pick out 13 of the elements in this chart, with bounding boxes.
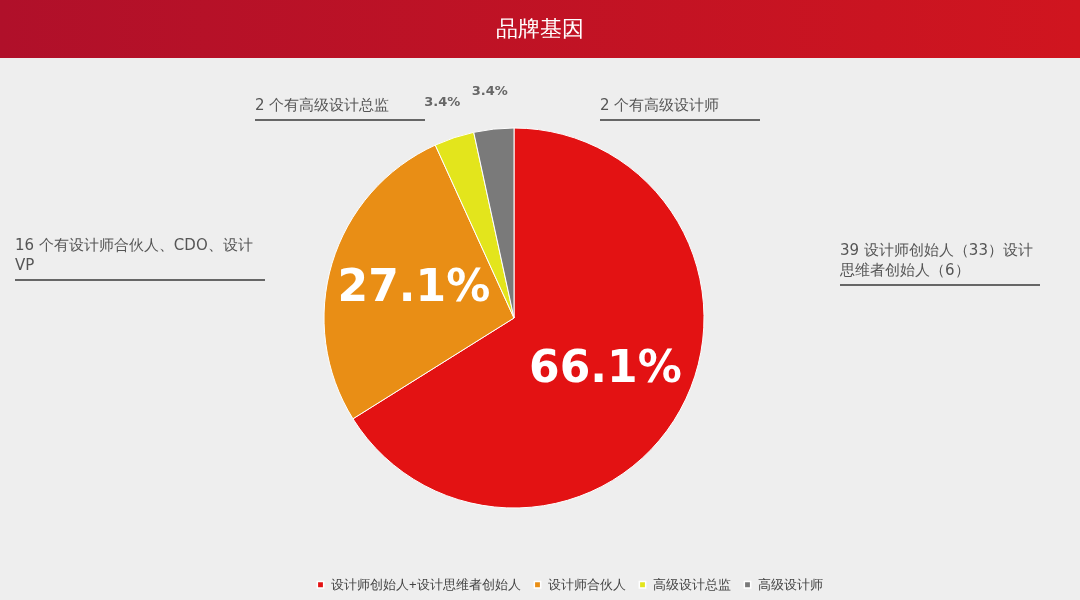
legend-label: 设计师合伙人 bbox=[548, 576, 626, 592]
chart-title: 品牌基因 bbox=[0, 0, 1080, 58]
text: 39 设计师创始人（33）设计思维者创始人（6） bbox=[840, 240, 1040, 286]
text: 16 个有设计师合伙人、CDO、设计VP bbox=[15, 235, 265, 281]
data-label: 66.1% bbox=[529, 340, 682, 392]
legend-label: 高级设计师 bbox=[758, 576, 823, 592]
data-label: 3.4% bbox=[471, 83, 508, 99]
data-label: 27.1% bbox=[337, 259, 491, 311]
text: 2 个有高级设计师 bbox=[600, 95, 760, 121]
data-label: 3.4% bbox=[424, 93, 461, 109]
text: 2 个有高级设计总监 bbox=[255, 95, 425, 121]
legend-label: 高级设计总监 bbox=[653, 576, 731, 592]
legend-label: 设计师创始人+设计思维者创始人 bbox=[331, 576, 521, 592]
